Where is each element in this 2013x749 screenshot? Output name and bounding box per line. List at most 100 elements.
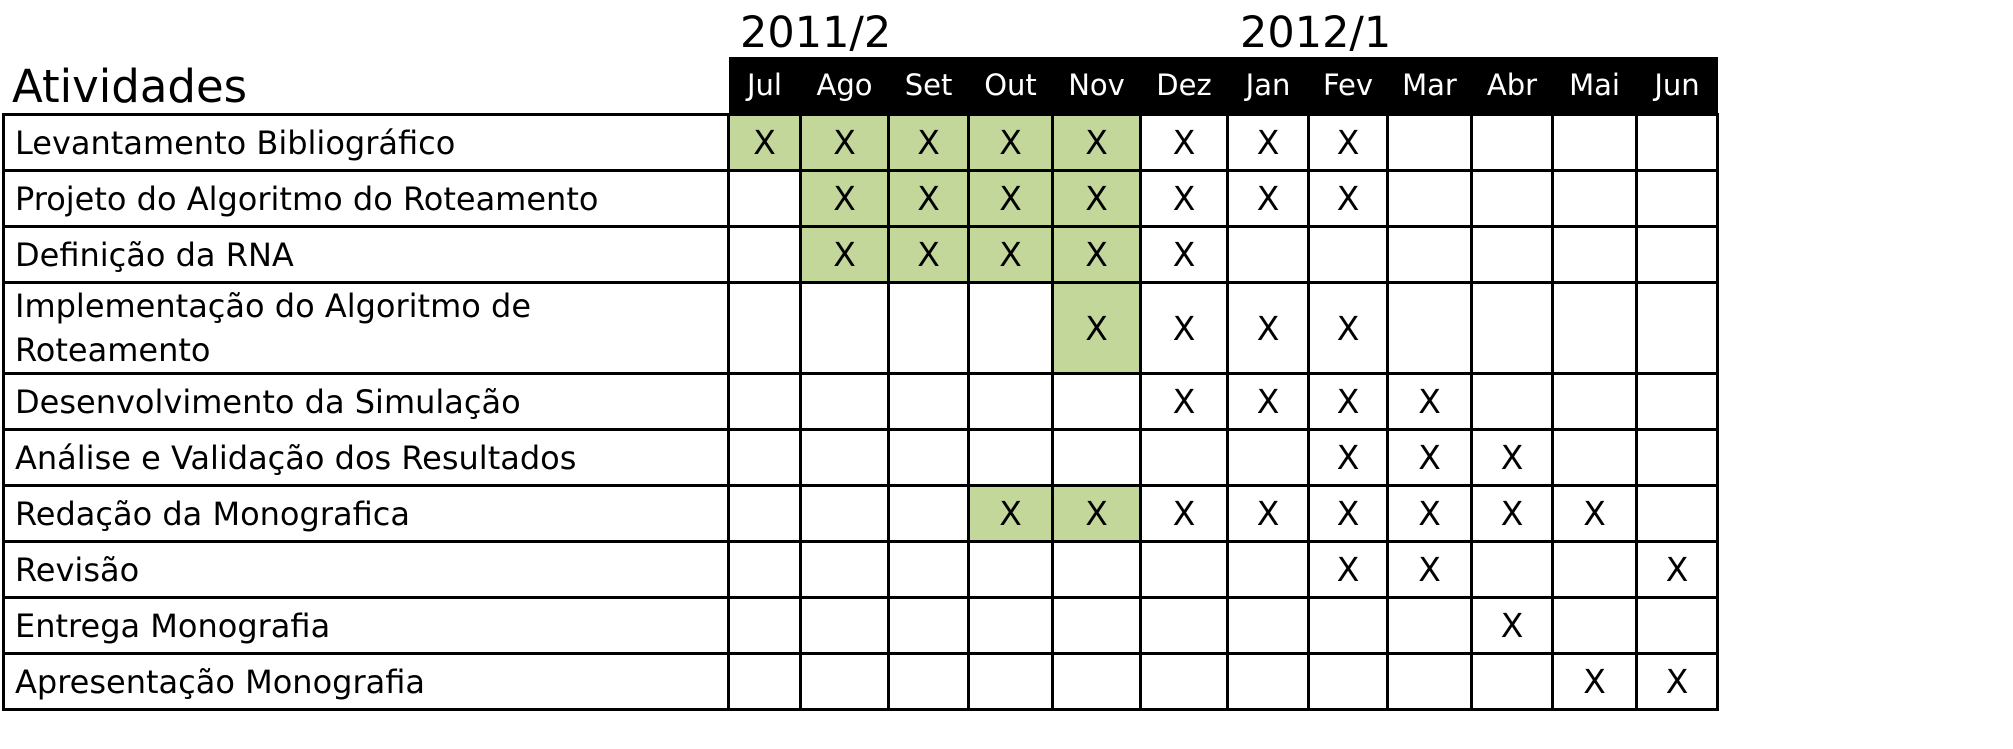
schedule-cell	[887, 428, 970, 487]
schedule-cell: X	[1051, 169, 1142, 228]
table-row: Implementação do Algoritmo de Roteamento…	[2, 281, 1719, 375]
period-label-2012-1: 2012/1	[1240, 8, 1392, 58]
schedule-cell: X	[1470, 428, 1554, 487]
schedule-cell: X	[1551, 484, 1638, 543]
schedule-cell	[799, 596, 890, 655]
schedule-cell	[1226, 225, 1310, 284]
schedule-cell	[1139, 540, 1229, 599]
table-row: Projeto do Algoritmo do Roteamento X X X X X X…	[2, 169, 1719, 228]
schedule-cell	[1307, 596, 1389, 655]
schedule-cell: X	[1386, 484, 1473, 543]
schedule-cell: X	[1226, 281, 1310, 375]
schedule-cell	[1386, 113, 1473, 172]
schedule-cell	[1386, 225, 1473, 284]
month-header: Dez	[1140, 57, 1228, 115]
month-header-row: Jul Ago Set Out Nov Dez Jan Fev Mar Abr Mai Jun	[4, 57, 1718, 115]
schedule-cell: X	[1139, 281, 1229, 375]
schedule-cell: X	[1470, 596, 1554, 655]
activity-name: Definição da RNA	[2, 225, 730, 284]
schedule-cell	[1386, 652, 1473, 711]
schedule-cell	[1635, 169, 1719, 228]
schedule-cell	[1635, 113, 1719, 172]
schedule-cell: X	[1226, 484, 1310, 543]
activity-name: Entrega Monografia	[2, 596, 730, 655]
schedule-cell	[1139, 596, 1229, 655]
schedule-cell	[799, 540, 890, 599]
table-row: Revisão X X X	[2, 540, 1719, 599]
schedule-cell: X	[1635, 652, 1719, 711]
schedule-cell: X	[1307, 281, 1389, 375]
schedule-cell	[1139, 428, 1229, 487]
schedule-cell: X	[1051, 484, 1142, 543]
month-header: Jun	[1636, 57, 1718, 115]
activity-name: Revisão	[2, 540, 730, 599]
month-header: Out	[968, 57, 1053, 115]
schedule-cell: X	[1307, 169, 1389, 228]
schedule-cell	[1551, 596, 1638, 655]
schedule-cell	[727, 596, 802, 655]
schedule-cell	[1051, 652, 1142, 711]
schedule-cell	[1051, 540, 1142, 599]
schedule-cell	[967, 652, 1054, 711]
schedule-cell	[1551, 281, 1638, 375]
schedule-cell: X	[1226, 169, 1310, 228]
schedule-cell: X	[1051, 225, 1142, 284]
schedule-cell	[967, 281, 1054, 375]
month-header: Fev	[1308, 57, 1388, 115]
month-header: Mar	[1387, 57, 1472, 115]
schedule-cell	[1307, 652, 1389, 711]
activity-name: Levantamento Bibliográfico	[2, 113, 730, 172]
schedule-cell	[1635, 372, 1719, 431]
header-spacer	[4, 57, 729, 115]
month-header: Nov	[1052, 57, 1141, 115]
schedule-cell	[1635, 596, 1719, 655]
schedule-cell	[967, 372, 1054, 431]
schedule-cell	[1470, 225, 1554, 284]
schedule-cell	[1226, 540, 1310, 599]
schedule-cell: X	[1386, 540, 1473, 599]
table-row: Análise e Validação dos Resultados X X X	[2, 428, 1719, 487]
schedule-cell: X	[1051, 113, 1142, 172]
schedule-cell	[1386, 596, 1473, 655]
schedule-cell: X	[1226, 113, 1310, 172]
month-header: Abr	[1471, 57, 1553, 115]
schedule-cell: X	[799, 113, 890, 172]
schedule-cell	[1635, 281, 1719, 375]
table-row: Definição da RNA X X X X X	[2, 225, 1719, 284]
activity-name: Redação da Monografica	[2, 484, 730, 543]
schedule-cell	[727, 652, 802, 711]
activity-name: Projeto do Algoritmo do Roteamento	[2, 169, 730, 228]
schedule-cell: X	[727, 113, 802, 172]
schedule-cell: X	[887, 225, 970, 284]
schedule-cell	[1635, 484, 1719, 543]
schedule-cell: X	[1139, 484, 1229, 543]
schedule-cell: X	[887, 169, 970, 228]
schedule-cell	[799, 652, 890, 711]
schedule-cell	[1051, 596, 1142, 655]
schedule-cell: X	[1226, 372, 1310, 431]
schedule-cell	[1635, 225, 1719, 284]
schedule-cell	[727, 281, 802, 375]
schedule-cell	[887, 484, 970, 543]
schedule-cell: X	[887, 113, 970, 172]
schedule-cell	[1470, 652, 1554, 711]
schedule-cell	[967, 428, 1054, 487]
schedule-cell	[1551, 225, 1638, 284]
schedule-cell: X	[1307, 113, 1389, 172]
schedule-cell: X	[1307, 372, 1389, 431]
table-row: Redação da Monografica X X X X X X X X	[2, 484, 1719, 543]
schedule-cell: X	[1139, 113, 1229, 172]
schedule-cell	[727, 540, 802, 599]
schedule-cell	[1470, 113, 1554, 172]
schedule-cell	[1551, 428, 1638, 487]
schedule-cell	[1226, 428, 1310, 487]
schedule-cell: X	[967, 484, 1054, 543]
activity-name: Apresentação Monografia	[2, 652, 730, 711]
schedule-cell: X	[1470, 484, 1554, 543]
month-header: Ago	[800, 57, 889, 115]
schedule-cell: X	[1386, 428, 1473, 487]
schedule-cell	[1051, 428, 1142, 487]
schedule-cell	[1551, 169, 1638, 228]
schedule-cell	[1386, 281, 1473, 375]
schedule-cell	[967, 596, 1054, 655]
